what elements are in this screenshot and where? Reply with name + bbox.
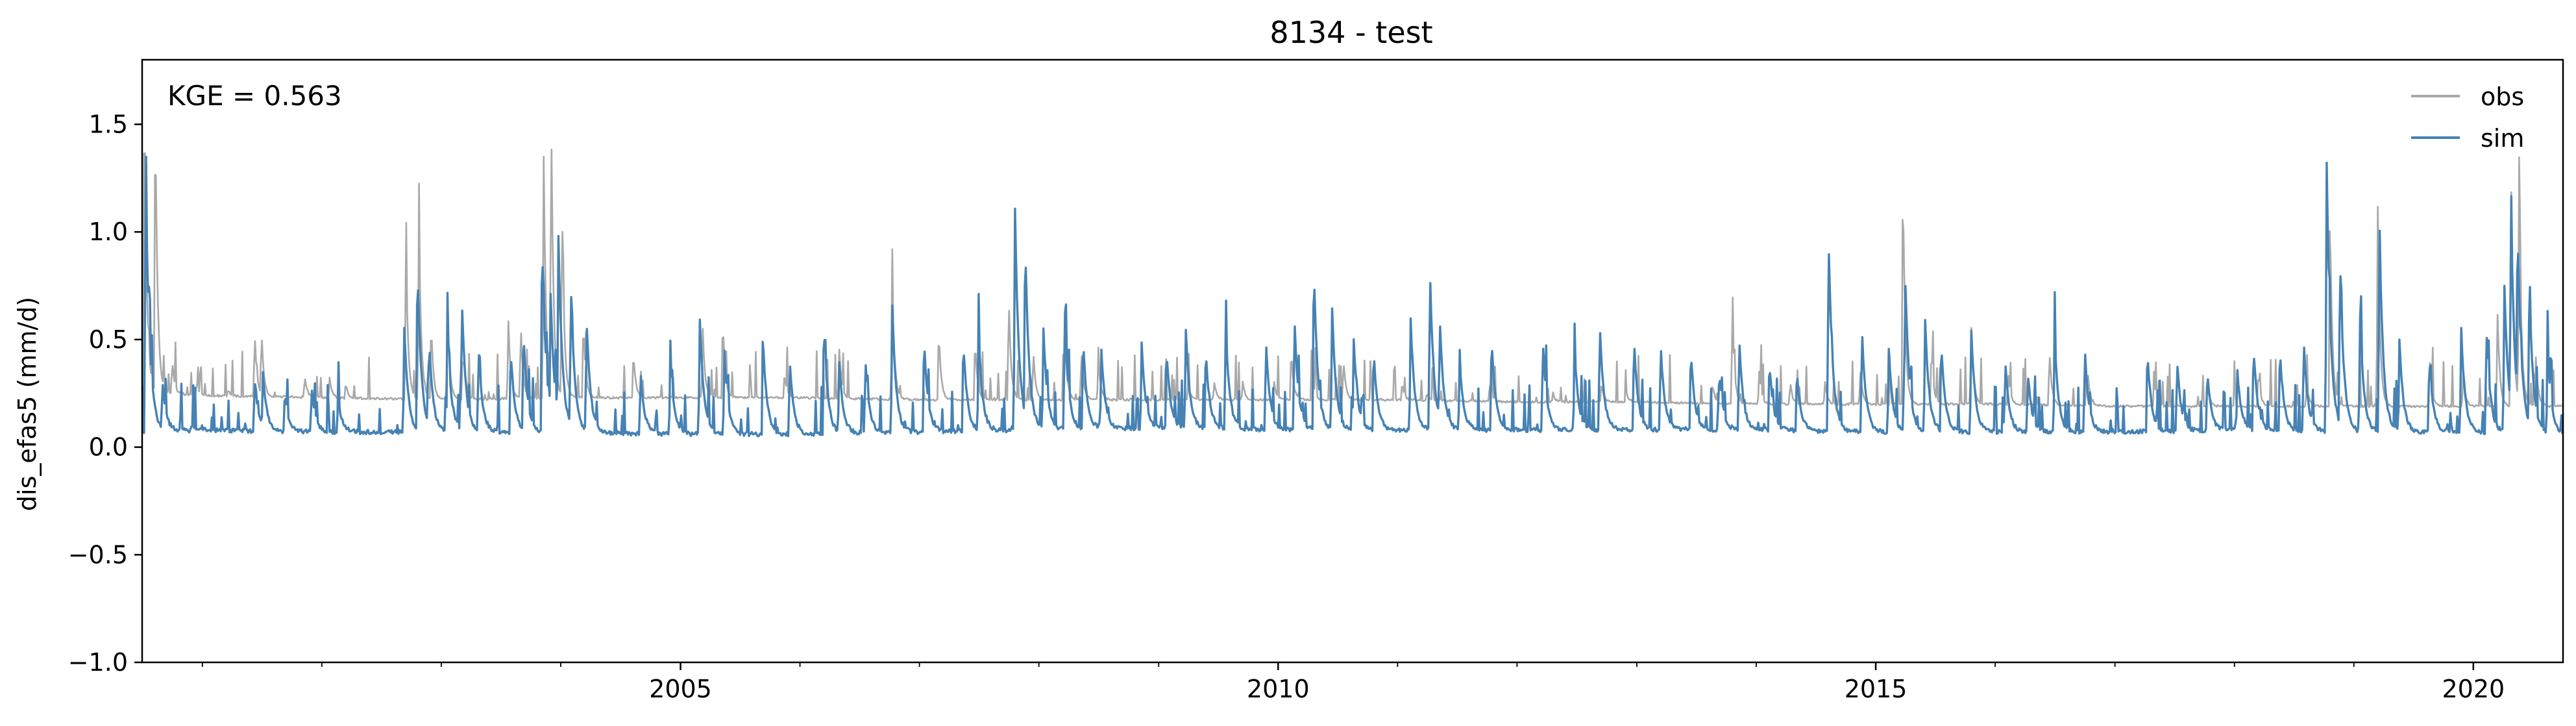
y-tick-label: 1.5 xyxy=(89,110,128,138)
y-axis-ticks: −1.0 −0.5 0.0 0.5 1.0 1.5 xyxy=(68,110,142,677)
y-axis-label: dis_efas5 (mm/d) xyxy=(13,297,42,511)
x-axis-ticks: 2005 2010 2015 2020 xyxy=(202,662,2505,703)
x-tick-label: 2005 xyxy=(649,675,712,703)
x-tick-label: 2015 xyxy=(1845,675,1907,703)
x-tick-label: 2010 xyxy=(1247,675,1310,703)
kge-annotation: KGE = 0.563 xyxy=(167,80,342,112)
y-tick-label: 0.5 xyxy=(89,325,128,354)
legend: obs sim xyxy=(2411,82,2524,153)
x-tick-label: 2020 xyxy=(2442,675,2505,703)
y-tick-label: 1.0 xyxy=(89,218,128,246)
legend-label-sim: sim xyxy=(2481,124,2524,153)
y-tick-label: 0.0 xyxy=(89,433,128,462)
chart-title: 8134 - test xyxy=(1270,15,1432,50)
series-lines xyxy=(142,149,2562,436)
y-tick-label: −1.0 xyxy=(68,648,128,677)
y-tick-label: −0.5 xyxy=(68,540,128,569)
legend-label-obs: obs xyxy=(2481,82,2524,111)
series-line-sim xyxy=(142,157,2562,436)
